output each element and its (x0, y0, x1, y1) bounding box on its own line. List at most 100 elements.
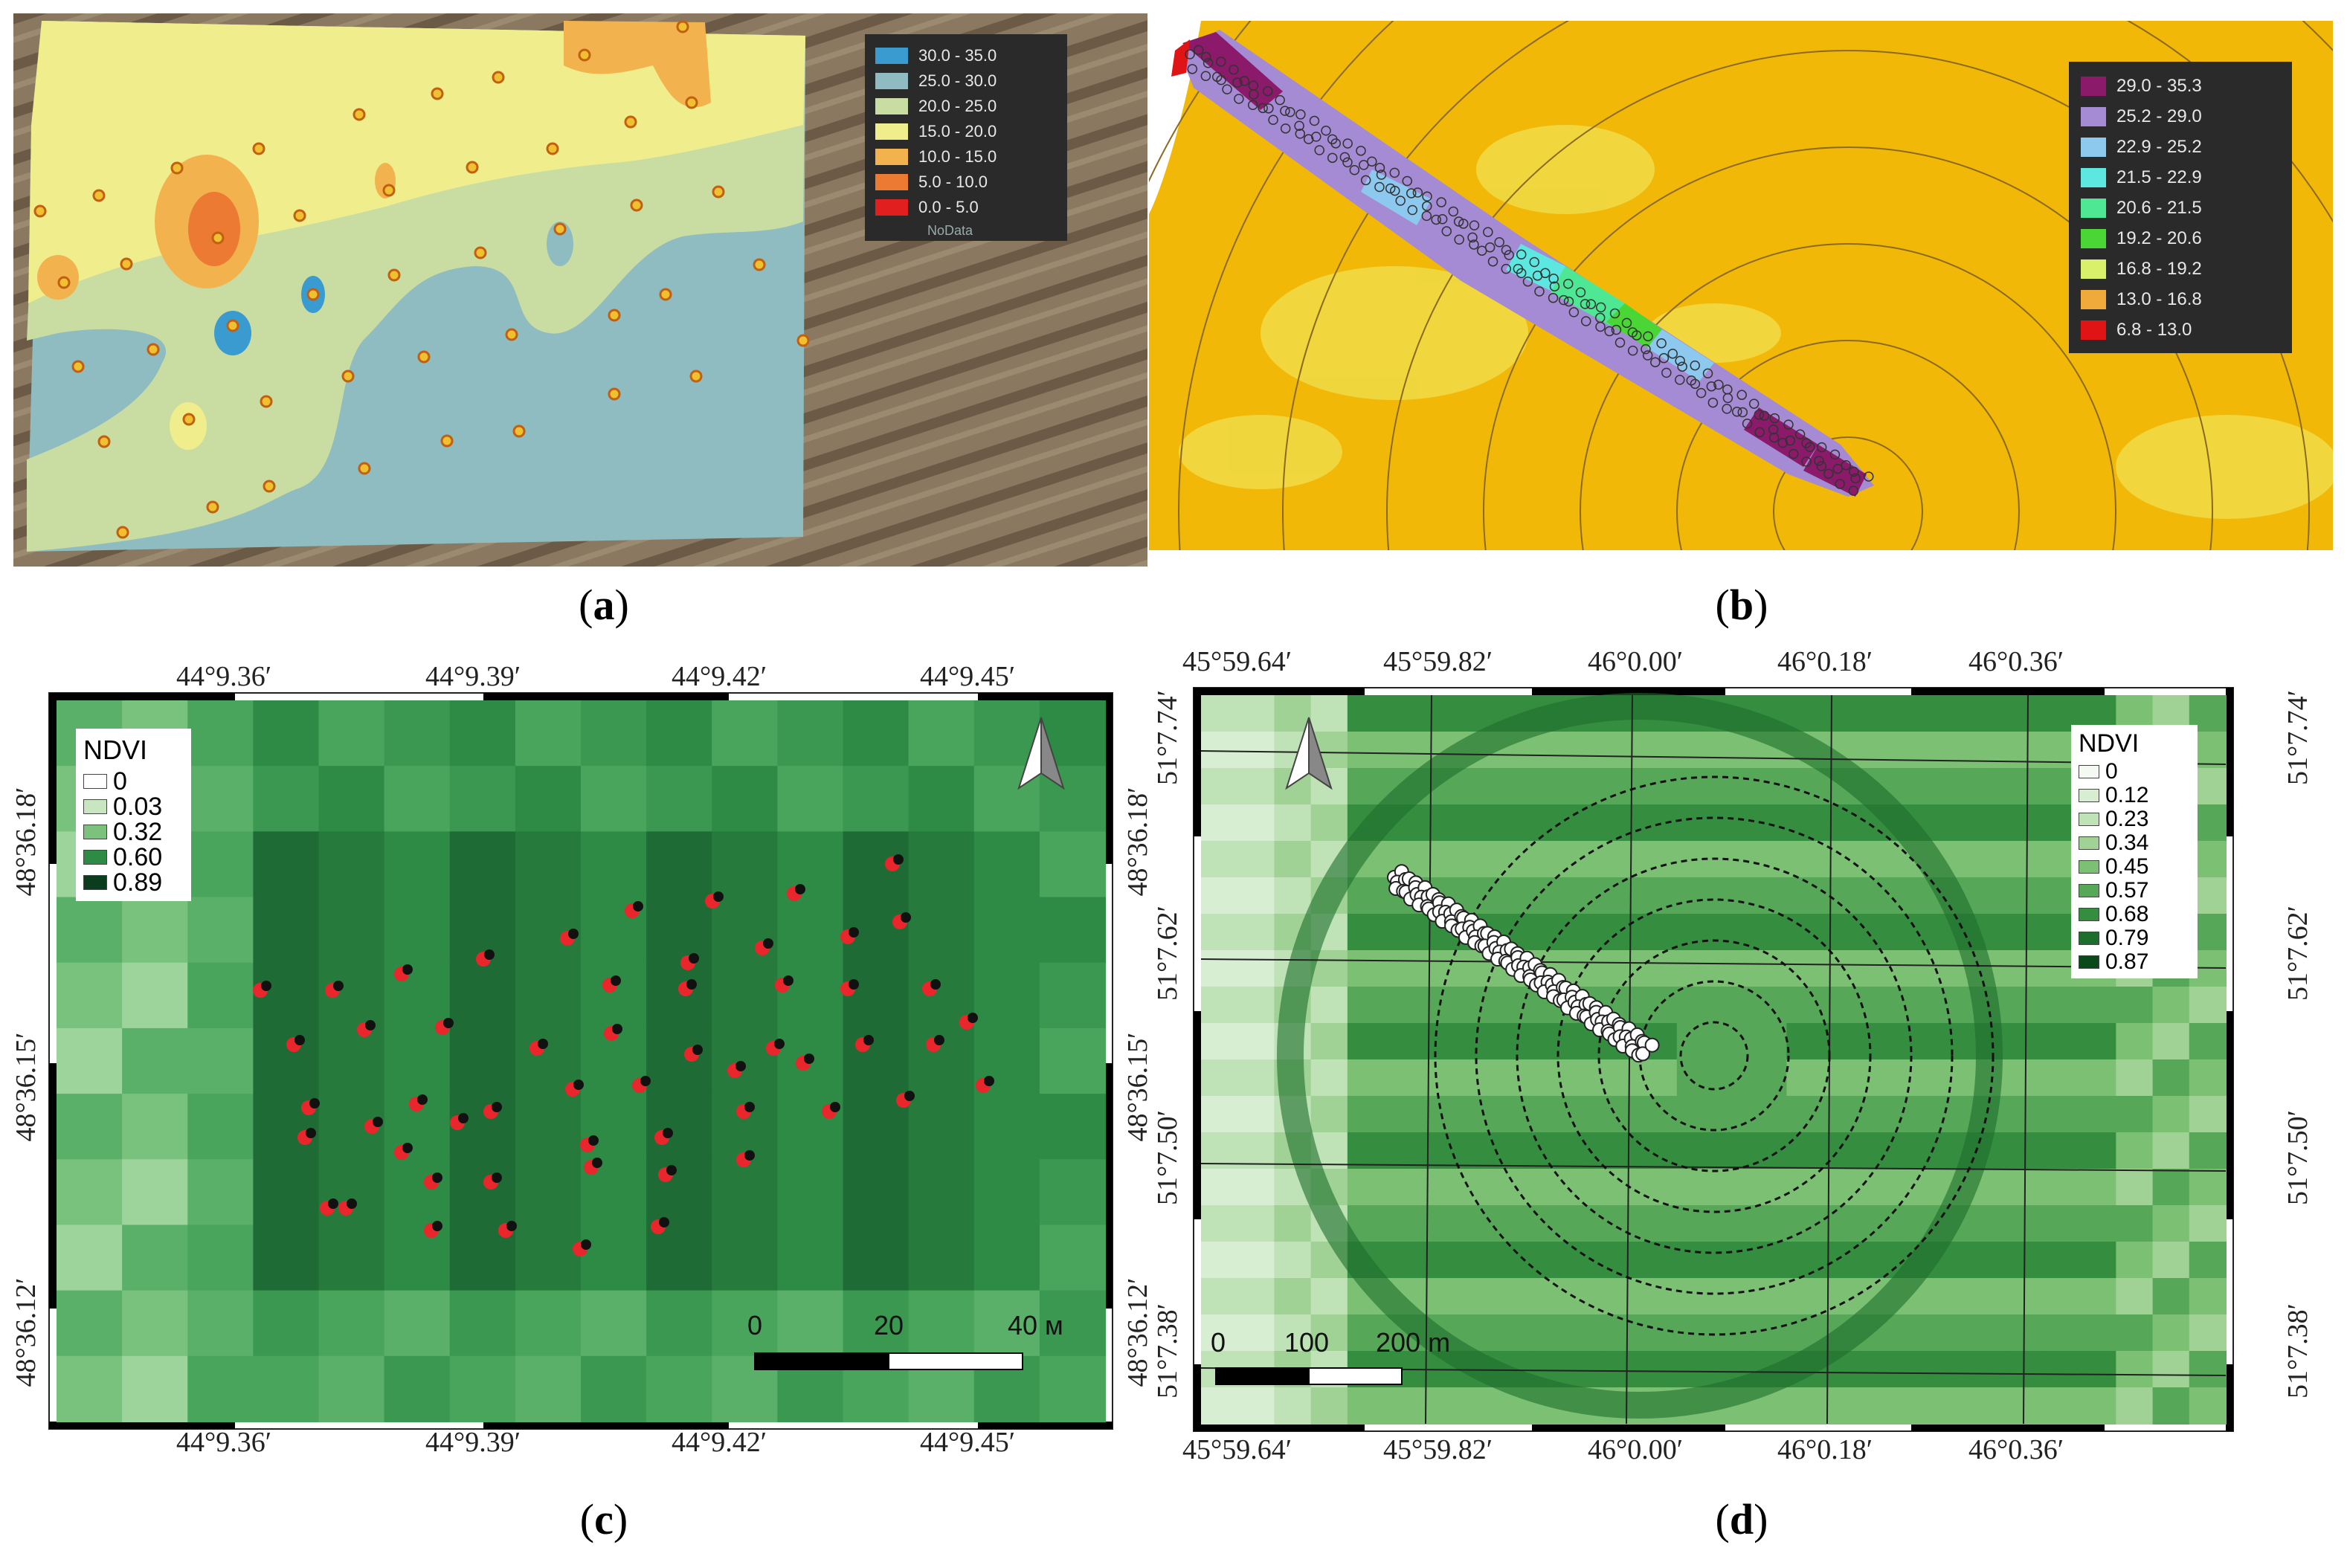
legend-label: 15.0 - 20.0 (918, 122, 997, 141)
gps-point (347, 1198, 357, 1209)
legend-swatch (2081, 76, 2106, 96)
track-point (1690, 378, 1701, 390)
raster-cell (57, 1225, 123, 1291)
track-point (1262, 86, 1273, 97)
raster-cell (1201, 1023, 1239, 1060)
track-point (1504, 250, 1514, 260)
raster-cell (1530, 914, 1568, 951)
raster-cell (2079, 1023, 2117, 1060)
track-point (1835, 479, 1845, 489)
raster-cell (1823, 1278, 1861, 1315)
raster-cell (1676, 1242, 1714, 1279)
legend-swatch (2079, 932, 2099, 945)
gps-point (417, 1094, 428, 1105)
raster-cell (2042, 1023, 2081, 1060)
gps-point (763, 938, 773, 949)
raster-cell (2152, 1132, 2190, 1169)
raster-cell (1640, 732, 1678, 769)
raster-cell (1750, 1205, 1788, 1242)
track-point (1748, 399, 1760, 409)
legend-item: 16.8 - 19.2 (2081, 254, 2280, 284)
raster-cell (253, 1159, 320, 1226)
raster-cell (1713, 877, 1751, 914)
raster-cell (1859, 1023, 1898, 1060)
raster-cell (122, 897, 189, 964)
raster-cell (2189, 1314, 2227, 1352)
raster-cell (1201, 877, 1239, 914)
track-point (1229, 64, 1239, 75)
track-point (1722, 393, 1733, 404)
legend-swatch (875, 174, 908, 190)
raster-cell (1384, 1242, 1422, 1279)
legend-swatch (875, 149, 908, 165)
raster-cell (1750, 841, 1788, 878)
gps-point (735, 1061, 746, 1071)
raster-cell (1039, 1159, 1106, 1226)
raster-cell (1640, 1059, 1678, 1097)
track-point (1580, 316, 1591, 326)
gps-point (666, 1165, 677, 1175)
sample-point (263, 480, 276, 493)
raster-cell (712, 962, 779, 1029)
sample-point (431, 87, 444, 100)
sample-point (753, 258, 766, 271)
raster-cell (1420, 1059, 1458, 1097)
raster-cell (1969, 768, 2007, 805)
track-point (1848, 485, 1859, 496)
raster-cell (449, 962, 516, 1029)
bottom-tick-label: 44°9.39′ (425, 1427, 521, 1458)
raster-cell (1530, 1096, 1568, 1133)
distance-circles (1149, 21, 2333, 550)
gps-point (484, 949, 495, 960)
track-point (1467, 232, 1478, 243)
track-point (1650, 357, 1661, 367)
raster-cell (122, 1094, 189, 1161)
raster-cell (2189, 1242, 2227, 1279)
track-point (1611, 324, 1622, 335)
gps-point (592, 1158, 602, 1168)
raster-cell (1420, 1023, 1458, 1060)
gps-point (443, 1018, 454, 1028)
raster-cell (1603, 1242, 1641, 1279)
raster-cell (1039, 1225, 1106, 1291)
sample-point (260, 395, 273, 408)
track-point (1568, 307, 1580, 317)
legend-swatch (2081, 320, 2106, 340)
raster-cell (318, 897, 385, 964)
raster-cell (1530, 1023, 1568, 1060)
raster-cell (1786, 804, 1824, 842)
raster-cell (712, 1225, 779, 1291)
raster-cell (1420, 1132, 1458, 1169)
raster-cell (2152, 1023, 2190, 1060)
gps-point (795, 884, 805, 894)
raster-cell (1859, 1169, 1898, 1206)
track-point (1832, 463, 1843, 474)
bottom-tick-label: 44°9.45′ (920, 1427, 1016, 1458)
raster-cell (253, 1027, 320, 1095)
raster-cell (1896, 1351, 1934, 1388)
track-point (1805, 442, 1815, 453)
scale-label: 0 (747, 1310, 763, 1340)
track-point (1295, 109, 1306, 120)
track-point (1632, 330, 1642, 341)
sample-point (226, 319, 239, 332)
raster-cell (1237, 695, 1275, 732)
raster-cell (581, 962, 648, 1029)
raster-cell (1640, 950, 1678, 987)
raster-cell (1896, 1314, 1934, 1352)
raster-cell (1347, 877, 1385, 914)
raster-cell (449, 1027, 516, 1095)
sample-point (352, 108, 366, 121)
legend-label: 0.45 (2105, 854, 2149, 879)
raster-cell (1237, 768, 1275, 805)
raster-cell (1603, 1278, 1641, 1315)
raster-cell (1969, 1387, 2007, 1425)
raster-cell (2006, 1387, 2044, 1425)
raster-cell (1713, 768, 1751, 805)
raster-cell (57, 1290, 123, 1357)
track-point (1534, 286, 1545, 297)
raster-cell (1274, 1205, 1312, 1242)
sample-point (382, 184, 396, 197)
raster-cell (122, 1159, 189, 1226)
raster-cell (908, 766, 975, 833)
